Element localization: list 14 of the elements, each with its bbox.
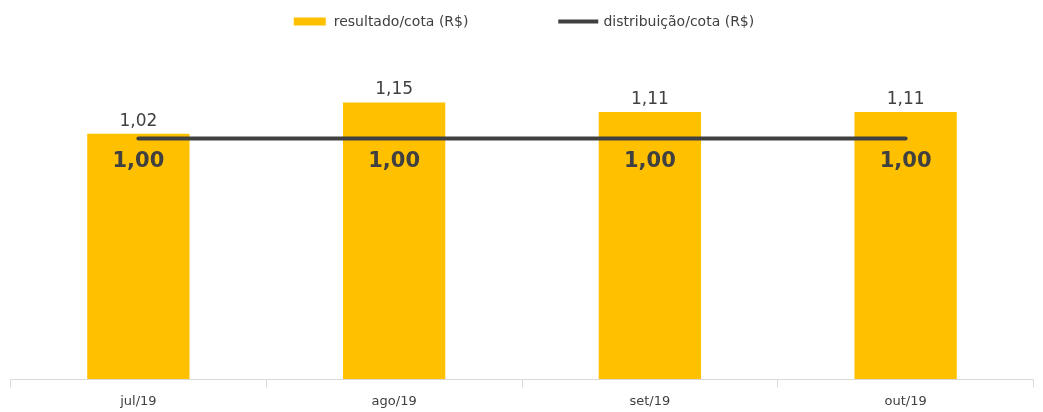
data-label: 1,11	[630, 88, 669, 109]
data-label: 1,15	[375, 78, 414, 99]
x-tick-label: jul/19	[119, 392, 157, 408]
data-label: 1,00	[112, 147, 165, 172]
x-tick-label: ago/19	[371, 392, 417, 408]
data-label: 1,02	[119, 109, 158, 130]
legend-label: resultado/cota (R$)	[333, 13, 469, 29]
data-label: 1,00	[368, 147, 421, 172]
data-label: 1,11	[886, 88, 925, 109]
x-tick-label: out/19	[884, 392, 927, 408]
data-label: 1,00	[879, 147, 932, 172]
data-label: 1,00	[623, 147, 676, 172]
legend-label: distribuição/cota (R$)	[603, 13, 755, 29]
x-tick-label: set/19	[629, 392, 671, 408]
